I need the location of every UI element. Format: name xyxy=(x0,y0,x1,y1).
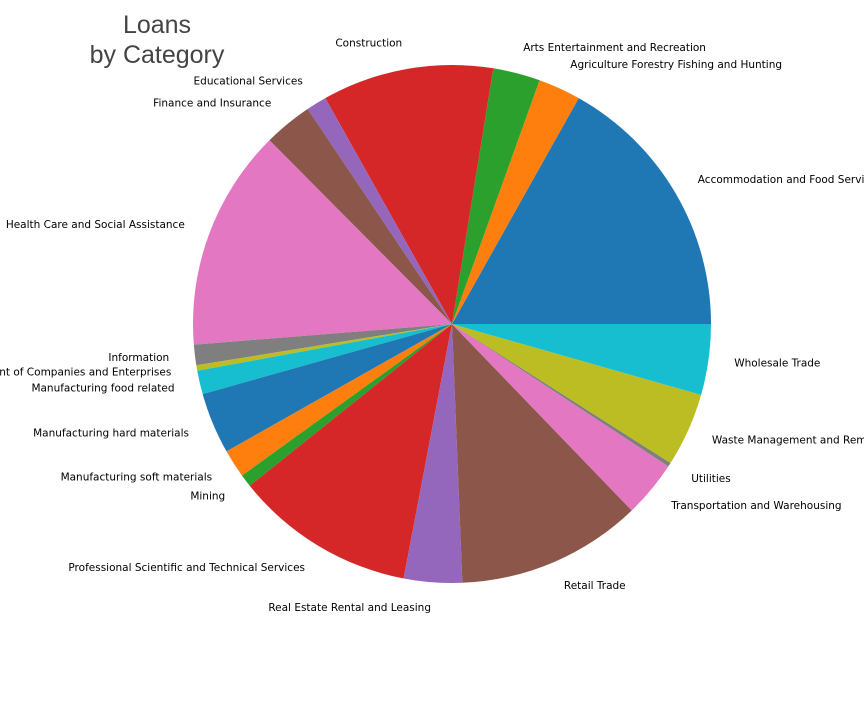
label-accommodation-and-food-services: Accommodation and Food Services xyxy=(698,174,864,186)
pie-labels: Accommodation and Food Services Agricultu… xyxy=(0,38,864,615)
label-manufacturing-food-related: Manufacturing food related xyxy=(31,382,174,394)
slice-mining xyxy=(242,324,452,486)
chart-title-line-2: by Category xyxy=(90,41,225,69)
slice-construction xyxy=(325,64,494,324)
label-mining: Mining xyxy=(190,490,225,502)
label-finance-and-insurance: Finance and Insurance xyxy=(153,98,271,110)
slice-real-estate-rental-and-leasing xyxy=(403,324,463,583)
pie-slices xyxy=(192,64,711,583)
slice-professional-scientific-and-technical-services xyxy=(249,324,452,579)
slice-manufacturing-hard-materials xyxy=(202,324,452,452)
chart-title: Loans by Category xyxy=(90,11,225,69)
label-utilities: Utilities xyxy=(691,473,731,485)
label-waste-management-and-remediation-services: Waste Management and Remediation Service… xyxy=(712,435,864,447)
label-construction: Construction xyxy=(335,38,402,50)
label-health-care-and-social-assistance: Health Care and Social Assistance xyxy=(6,219,185,231)
slice-management-of-companies-and-enterprises xyxy=(196,324,452,371)
label-educational-services: Educational Services xyxy=(194,75,303,87)
slice-health-care-and-social-assistance xyxy=(192,140,452,345)
slice-arts-entertainment-and-recreation xyxy=(452,68,540,324)
slice-transportation-and-warehousing xyxy=(452,324,669,511)
chart-title-line-1: Loans xyxy=(123,11,191,39)
slice-finance-and-insurance xyxy=(269,108,452,324)
slice-educational-services xyxy=(307,98,452,325)
label-arts-entertainment-and-recreation: Arts Entertainment and Recreation xyxy=(523,42,706,54)
slice-waste-management-and-remediation-services xyxy=(452,324,702,464)
slice-information xyxy=(193,324,452,366)
slice-wholesale-trade xyxy=(452,324,711,395)
label-real-estate-rental-and-leasing: Real Estate Rental and Leasing xyxy=(268,602,431,614)
label-retail-trade: Retail Trade xyxy=(564,580,626,592)
label-management-of-companies-and-enterprises: Management of Companies and Enterprises xyxy=(0,367,171,379)
label-agriculture-forestry-fishing-and-hunting: Agriculture Forestry Fishing and Hunting xyxy=(570,59,782,71)
slice-agriculture-forestry-fishing-and-hunting xyxy=(452,80,579,324)
slice-utilities xyxy=(452,324,671,467)
label-professional-scientific-and-technical-services: Professional Scientific and Technical Se… xyxy=(68,562,305,574)
slice-manufacturing-soft-materials xyxy=(226,324,452,476)
label-information: Information xyxy=(108,352,169,364)
label-manufacturing-soft-materials: Manufacturing soft materials xyxy=(61,472,213,484)
label-transportation-and-warehousing: Transportation and Warehousing xyxy=(670,500,841,512)
slice-accommodation-and-food-services xyxy=(452,98,711,325)
label-manufacturing-hard-materials: Manufacturing hard materials xyxy=(33,427,189,439)
label-wholesale-trade: Wholesale Trade xyxy=(734,357,820,369)
slice-retail-trade xyxy=(452,324,632,583)
slice-manufacturing-food-related xyxy=(197,324,452,395)
